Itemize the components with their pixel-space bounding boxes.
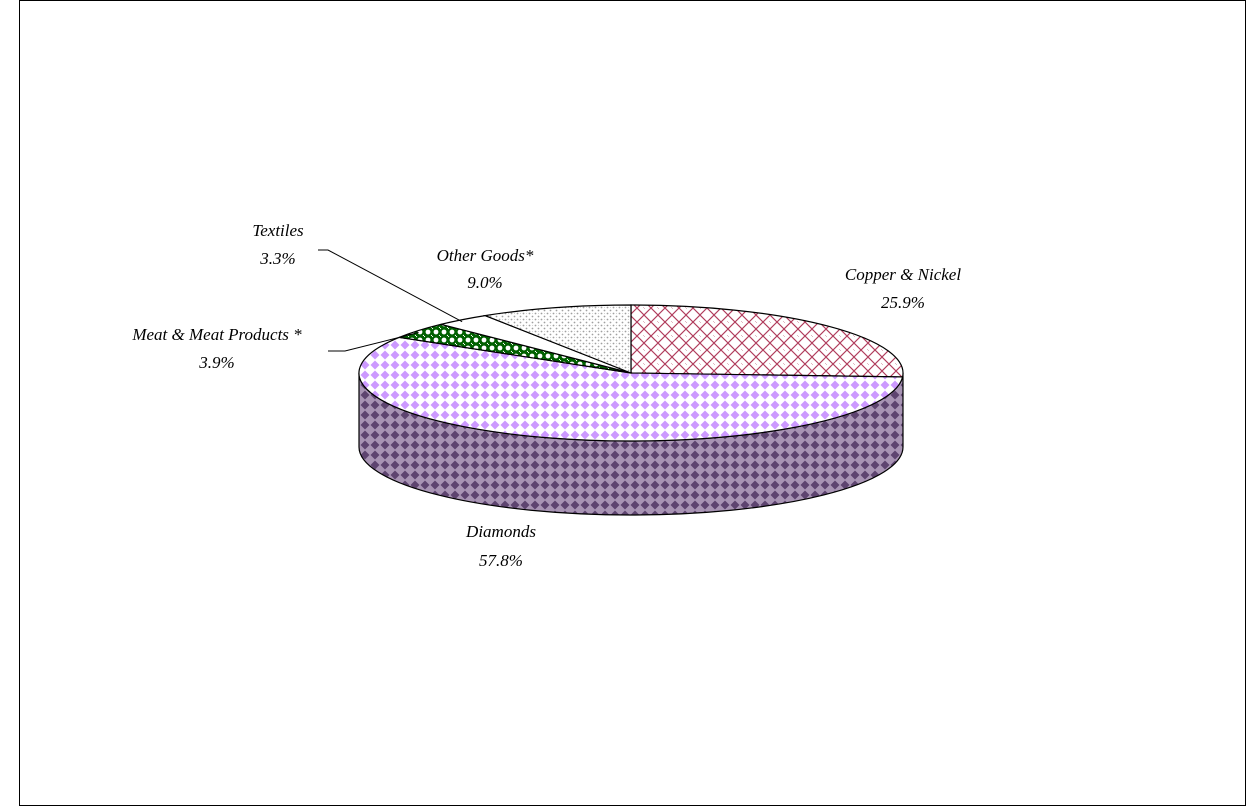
- slice-label-textiles: Textiles: [252, 221, 304, 240]
- leader-lines: [318, 249, 463, 352]
- leader-line-textiles: [318, 249, 463, 323]
- slice-diamonds: [358, 336, 904, 442]
- pie-top: [358, 304, 904, 442]
- slice-label-copper-nickel: Copper & Nickel: [845, 265, 961, 284]
- slice-value-textiles: 3.3%: [259, 249, 295, 268]
- slice-value-diamonds: 57.8%: [479, 551, 523, 570]
- slice-label-diamonds: Diamonds: [465, 522, 536, 541]
- slice-label-other-goods: Other Goods*: [437, 246, 534, 265]
- slice-copper-nickel: [630, 304, 904, 378]
- slice-label-meat: Meat & Meat Products *: [131, 325, 302, 344]
- leader-line-meat: [328, 332, 419, 352]
- slice-other-goods: [482, 304, 632, 374]
- slice-value-other-goods: 9.0%: [467, 273, 502, 292]
- slice-value-copper-nickel: 25.9%: [881, 293, 925, 312]
- slice-value-meat: 3.9%: [198, 353, 234, 372]
